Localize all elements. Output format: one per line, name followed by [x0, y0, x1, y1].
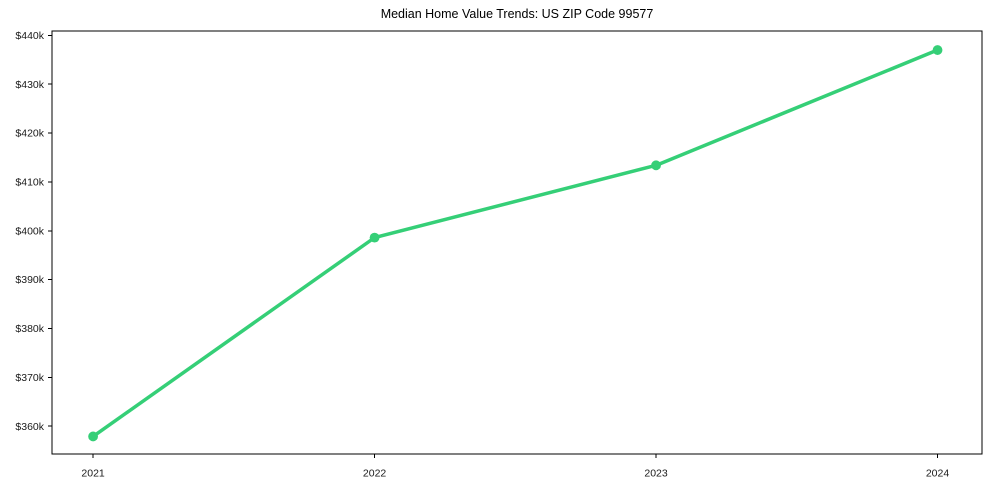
data-point — [651, 160, 661, 171]
y-tick-label: $440k — [15, 30, 44, 42]
x-tick-label: 2024 — [926, 468, 950, 480]
data-point — [369, 232, 380, 243]
y-tick-label: $400k — [15, 225, 44, 237]
x-tick-label: 2021 — [81, 468, 105, 480]
data-point — [932, 45, 943, 55]
y-tick-label: $390k — [15, 274, 44, 286]
y-tick-label: $380k — [15, 323, 44, 335]
x-tick-label: 2023 — [644, 468, 668, 480]
series-line — [91, 48, 940, 439]
y-tick-label: $430k — [15, 79, 44, 91]
plot-border — [51, 30, 983, 455]
y-tick-label: $410k — [15, 177, 44, 189]
data-point — [88, 431, 98, 442]
x-tick-label: 2022 — [363, 468, 387, 480]
chart-title: Median Home Value Trends: US ZIP Code 99… — [380, 7, 654, 21]
y-tick-label: $420k — [15, 128, 44, 140]
y-tick-label: $370k — [15, 372, 44, 384]
y-tick-label: $360k — [15, 421, 44, 433]
